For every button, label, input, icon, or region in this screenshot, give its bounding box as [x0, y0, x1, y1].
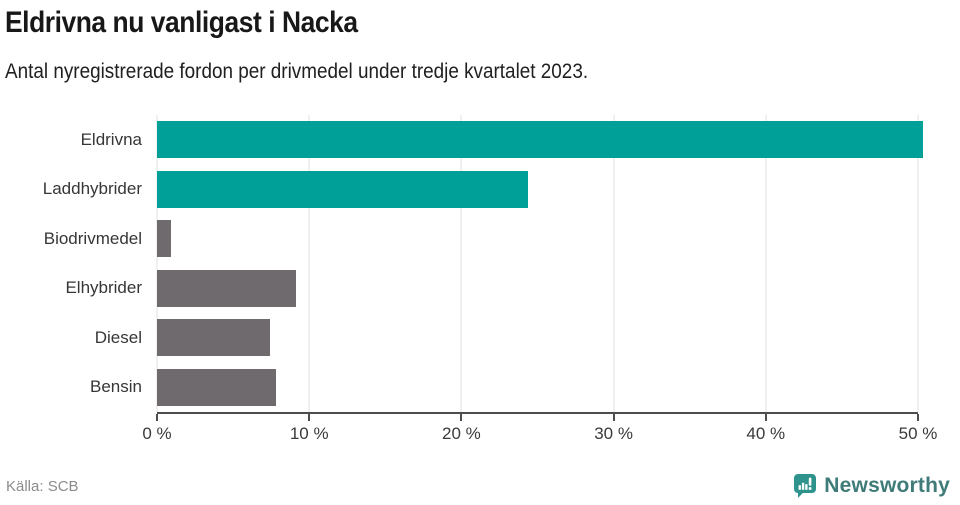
gridline-50 [917, 115, 919, 412]
x-tick-label: 40 % [746, 424, 786, 443]
x-tick-40 [764, 414, 767, 421]
bar-bensin [157, 368, 276, 406]
gridline-10 [308, 115, 310, 412]
bar-track [157, 220, 918, 258]
chart-plot-area: Eldrivna Laddhybrider Biodrivmedel Elhybrid… [0, 115, 960, 414]
bar-track [157, 121, 923, 159]
footer: Källa: SCB Newsworthy [6, 473, 950, 499]
x-tick-label: 30 % [594, 424, 633, 443]
x-tick-50 [917, 414, 919, 421]
category-label: Diesel [94, 327, 142, 347]
bar-track [157, 170, 918, 208]
rows-layer: Eldrivna Laddhybrider Biodrivmedel Elhybrid… [0, 115, 960, 412]
bar-chart: Eldrivna Laddhybrider Biodrivmedel Elhybrid… [0, 115, 960, 450]
header: Eldrivna nu vanligast i Nacka Antal nyre… [0, 0, 960, 85]
x-tick-0 [156, 414, 158, 421]
category-label: Eldrivna [80, 129, 142, 149]
x-axis-line [157, 412, 918, 414]
chart-subtitle: Antal nyregistrerade fordon per drivmede… [5, 59, 960, 85]
gridline-20 [460, 115, 462, 412]
chart-row: Laddhybrider [0, 165, 960, 215]
bar-biodrivmedel [157, 220, 171, 258]
category-label: Bensin [90, 377, 142, 397]
grid-layer [156, 115, 919, 412]
bar-elhybrider [157, 269, 296, 307]
x-tick-label: 50 % [898, 424, 938, 443]
category-label: Elhybrider [65, 278, 142, 298]
brand-name: Newsworthy [824, 474, 950, 497]
page-title: Eldrivna nu vanligast i Nacka [5, 5, 960, 40]
newsworthy-logo: Newsworthy [793, 473, 950, 499]
gridline-30 [613, 115, 615, 412]
x-tick-10 [308, 414, 311, 421]
bar-diesel [157, 319, 270, 357]
gridline-40 [765, 115, 767, 412]
x-tick-label: 20 % [442, 424, 481, 443]
category-label: Laddhybrider [42, 179, 142, 199]
x-axis: 0 % 10 % 20 % 30 % 40 % 50 % [142, 414, 937, 450]
bar-track [157, 319, 918, 357]
x-tick-30 [612, 414, 615, 421]
x-tick-20 [460, 414, 463, 421]
page-title-text: Eldrivna nu vanligast i Nacka [5, 6, 358, 39]
chart-row: Elhybrider [0, 264, 960, 314]
bar-laddhybrider [157, 170, 529, 208]
chart-row: Biodrivmedel [0, 214, 960, 264]
x-tick-label: 0 % [142, 424, 172, 443]
chart-row: Bensin [0, 363, 960, 413]
category-label: Biodrivmedel [43, 228, 142, 248]
x-tick-label: 10 % [289, 424, 329, 443]
bar-track [157, 269, 918, 307]
bar-track [157, 368, 918, 406]
chart-row: Eldrivna [0, 115, 960, 165]
bar-eldrivna [157, 121, 923, 159]
chart-subtitle-text: Antal nyregistrerade fordon per drivmede… [5, 60, 589, 83]
chart-row: Diesel [0, 313, 960, 363]
gridline-0 [156, 115, 158, 412]
newsworthy-bubble-chart-icon [794, 474, 817, 498]
source-label: Källa: SCB [6, 477, 79, 495]
